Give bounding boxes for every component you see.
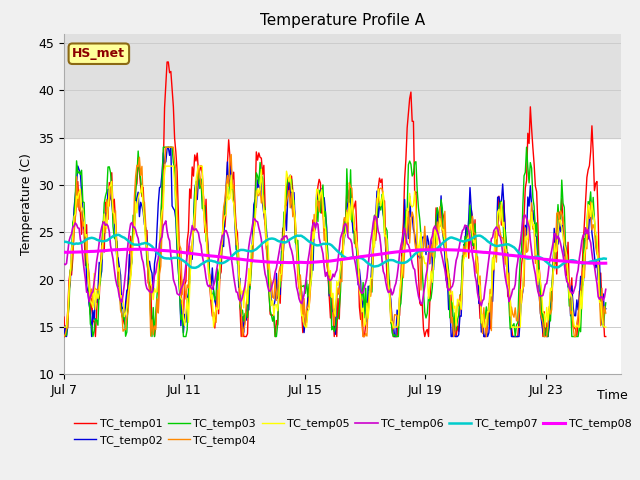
TC_temp07: [480, 235, 488, 241]
TC_temp07: [102, 238, 109, 243]
TC_temp03: [490, 257, 498, 263]
TC_temp04: [479, 331, 486, 336]
TC_temp07: [60, 239, 68, 245]
TC_temp08: [558, 258, 566, 264]
TC_temp05: [60, 324, 68, 330]
Line: TC_temp02: TC_temp02: [64, 147, 605, 336]
TC_temp01: [602, 334, 609, 339]
TC_temp06: [60, 261, 68, 267]
TC_temp08: [60, 250, 68, 255]
TC_temp03: [60, 334, 68, 339]
Line: TC_temp08: TC_temp08: [64, 249, 605, 264]
TC_temp08: [600, 261, 607, 266]
TC_temp06: [374, 228, 382, 234]
TC_temp02: [490, 267, 498, 273]
Title: Temperature Profile A: Temperature Profile A: [260, 13, 425, 28]
TC_temp07: [492, 243, 499, 249]
TC_temp03: [376, 199, 383, 205]
TC_temp07: [602, 256, 609, 262]
TC_temp06: [559, 252, 567, 258]
TC_temp02: [558, 223, 566, 228]
TC_temp08: [102, 248, 109, 253]
TC_temp08: [479, 250, 486, 255]
TC_temp07: [114, 232, 122, 238]
Line: TC_temp03: TC_temp03: [64, 147, 605, 336]
TC_temp04: [376, 186, 383, 192]
TC_temp05: [479, 312, 486, 317]
TC_temp05: [602, 324, 609, 330]
TC_temp06: [522, 212, 529, 218]
TC_temp08: [602, 260, 609, 266]
TC_temp04: [102, 230, 109, 236]
TC_temp02: [60, 334, 68, 339]
TC_temp05: [490, 266, 498, 272]
Line: TC_temp05: TC_temp05: [64, 166, 605, 327]
Line: TC_temp06: TC_temp06: [64, 215, 605, 306]
TC_temp01: [377, 180, 385, 185]
TC_temp01: [438, 210, 446, 216]
TC_temp06: [102, 222, 109, 228]
TC_temp04: [162, 144, 170, 150]
TC_temp05: [558, 225, 566, 230]
Line: TC_temp01: TC_temp01: [64, 62, 605, 336]
TC_temp08: [136, 246, 143, 252]
TC_temp03: [159, 144, 167, 150]
TC_temp02: [102, 210, 109, 216]
TC_temp04: [558, 211, 566, 216]
TC_temp03: [479, 324, 486, 330]
TC_temp02: [437, 193, 445, 199]
TC_temp03: [602, 300, 609, 306]
TC_temp01: [559, 220, 567, 226]
TC_temp05: [102, 222, 109, 228]
TC_temp01: [163, 59, 171, 65]
TC_temp03: [558, 177, 566, 183]
TC_temp01: [492, 242, 499, 248]
TC_temp05: [376, 195, 383, 201]
Text: HS_met: HS_met: [72, 47, 125, 60]
Text: Time: Time: [597, 389, 628, 402]
TC_temp06: [602, 287, 609, 292]
Legend: TC_temp01, TC_temp02, TC_temp03, TC_temp04, TC_temp05, TC_temp06, TC_temp07, TC_: TC_temp01, TC_temp02, TC_temp03, TC_temp…: [70, 414, 636, 450]
TC_temp07: [559, 261, 567, 267]
TC_temp04: [60, 334, 68, 339]
Line: TC_temp07: TC_temp07: [64, 235, 605, 268]
TC_temp01: [480, 334, 488, 339]
TC_temp01: [103, 208, 111, 214]
TC_temp08: [437, 247, 445, 252]
TC_temp04: [490, 267, 498, 273]
TC_temp02: [602, 306, 609, 312]
TC_temp06: [490, 228, 498, 233]
TC_temp02: [376, 204, 383, 209]
TC_temp03: [437, 197, 445, 203]
Y-axis label: Temperature (C): Temperature (C): [20, 153, 33, 255]
TC_temp05: [437, 223, 445, 229]
TC_temp06: [477, 303, 485, 309]
TC_temp02: [479, 314, 486, 320]
TC_temp07: [438, 240, 446, 246]
TC_temp01: [60, 314, 68, 320]
TC_temp02: [164, 144, 172, 150]
TC_temp05: [162, 163, 170, 169]
TC_temp08: [490, 250, 498, 256]
TC_temp01: [61, 334, 69, 339]
TC_temp07: [377, 262, 385, 267]
Bar: [64, 34, 621, 138]
TC_temp07: [191, 265, 198, 271]
TC_temp06: [479, 298, 486, 303]
TC_temp08: [376, 252, 383, 257]
TC_temp04: [437, 216, 445, 222]
TC_temp04: [602, 310, 609, 316]
TC_temp03: [102, 193, 109, 199]
Line: TC_temp04: TC_temp04: [64, 147, 605, 336]
TC_temp06: [436, 239, 444, 244]
